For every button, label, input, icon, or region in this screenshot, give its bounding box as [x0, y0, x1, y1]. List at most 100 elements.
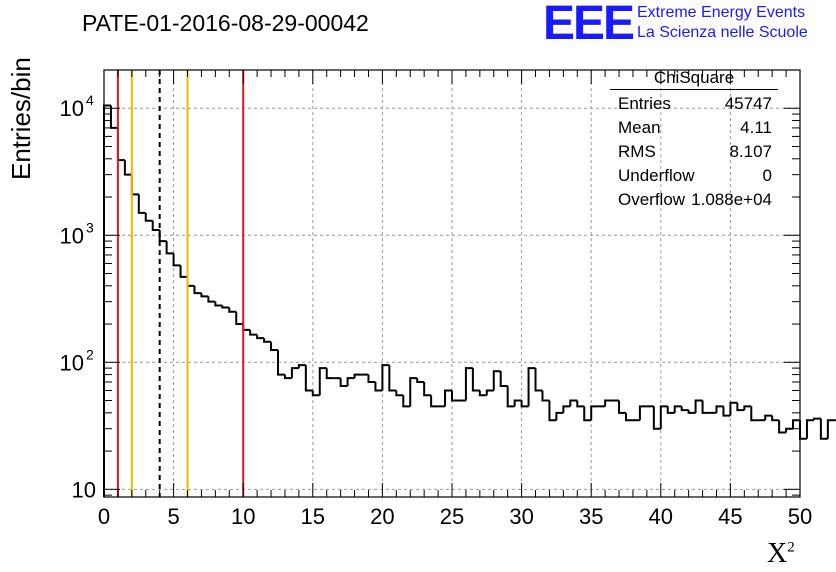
histogram-bin: [729, 401, 738, 416]
histogram-bin: [130, 174, 139, 196]
histogram-bin: [590, 405, 599, 421]
histogram-bin: [249, 329, 258, 336]
histogram-bin: [179, 265, 188, 278]
histogram-bin: [277, 349, 285, 376]
logo-line-1: Extreme Energy Events: [637, 4, 806, 21]
stats-value: 1.088e+04: [691, 190, 772, 209]
logo-line-2: La Scienza nelle Scuole: [637, 24, 808, 41]
stats-value: 45747: [724, 94, 772, 113]
histogram-bin: [694, 399, 703, 413]
y-tick-label: 10: [72, 477, 96, 502]
x-tick-label: 50: [788, 504, 812, 529]
histogram-bin: [701, 400, 710, 414]
histogram-bin: [423, 381, 432, 397]
histogram-bin: [464, 367, 473, 401]
y-tick-label: 10: [60, 350, 84, 375]
histogram-bin: [151, 220, 160, 232]
histogram-bin: [409, 377, 418, 407]
histogram-bin: [576, 400, 585, 408]
x-tick-label: 20: [370, 504, 394, 529]
histogram-bin: [214, 301, 223, 307]
histogram-bin: [116, 127, 125, 162]
histogram-bin: [562, 405, 571, 413]
histogram-bin: [193, 285, 202, 295]
histogram-bin: [346, 377, 355, 387]
histogram-bin: [290, 367, 299, 379]
histogram-bin: [311, 390, 320, 397]
axis-ticks: [103, 69, 801, 497]
histogram-bin: [625, 412, 633, 422]
stats-row-mean: Mean 4.11: [610, 117, 778, 141]
histogram-bin: [395, 390, 404, 397]
x-tick-label: 10: [231, 504, 255, 529]
histogram-bin: [270, 341, 278, 351]
histogram-bin: [771, 415, 780, 422]
histogram-bin: [325, 368, 334, 380]
histogram-bin: [444, 389, 452, 407]
histogram-bin: [541, 390, 550, 402]
eee-logo-mark: EEE: [543, 0, 635, 50]
histogram-bin: [256, 334, 265, 340]
histogram-bin: [499, 371, 508, 388]
x-tick-label: 30: [509, 504, 533, 529]
histogram-bin: [200, 293, 209, 298]
x-tick-label: 15: [301, 504, 325, 529]
histogram-bin: [297, 364, 306, 369]
stats-value: 4.11: [740, 118, 772, 137]
y-axis-label: Entries/bin: [6, 57, 36, 180]
stats-box: ChiSquare Entries 45747 Mean 4.11 RMS 8.…: [610, 68, 778, 213]
histogram-bin: [743, 405, 752, 411]
histogram-bin: [339, 378, 348, 388]
histogram-bin: [172, 253, 181, 267]
histogram-bin: [569, 399, 578, 407]
histogram-bin: [506, 386, 515, 408]
x-tick-label: 25: [440, 504, 464, 529]
stats-key: RMS: [618, 142, 656, 161]
histogram-bin: [263, 338, 272, 343]
histogram-bin: [353, 373, 362, 379]
x-tick-labels: 0 5 10 15 20 25 30 35 40 45 50: [98, 504, 812, 529]
stats-row-overflow: Overflow 1.088e+04: [610, 189, 778, 213]
x-tick-label: 5: [167, 504, 179, 529]
x-tick-label: 45: [718, 504, 742, 529]
histogram-bin: [318, 367, 327, 396]
stats-key: Underflow: [618, 166, 695, 185]
histogram-bin: [451, 390, 459, 402]
stats-key: Overflow: [618, 190, 686, 209]
stats-title: ChiSquare: [610, 68, 778, 90]
histogram-bin: [666, 406, 675, 414]
stats-row-underflow: Underflow 0: [610, 165, 778, 189]
histogram-bin: [283, 374, 292, 380]
histogram-bin: [478, 390, 487, 397]
histogram-bin: [381, 364, 390, 391]
histogram-bin: [826, 419, 835, 439]
x-axis-label-base: X: [767, 538, 788, 569]
histogram-bin: [687, 410, 696, 414]
histogram-bin: [137, 194, 146, 214]
histogram-bin: [715, 405, 724, 413]
histogram-bin: [374, 381, 383, 392]
histogram-bin: [221, 305, 230, 309]
stats-key: Mean: [618, 118, 661, 137]
histogram-bin: [242, 324, 251, 331]
histogram-bin: [109, 105, 118, 129]
cut-lines: [116, 70, 245, 497]
stats-value: 8.107: [729, 142, 772, 161]
stats-value: 0: [762, 166, 772, 185]
histogram-bin: [534, 368, 543, 392]
histogram-bin: [805, 419, 814, 439]
y-tick-exponent: 4: [86, 92, 94, 108]
histogram-bin: [430, 395, 439, 408]
histogram-bin: [583, 406, 592, 422]
histogram-bin: [764, 414, 773, 421]
histogram-bin: [548, 400, 557, 422]
histogram-bin: [520, 400, 529, 408]
histogram-bin: [555, 411, 564, 421]
histogram-bin: [618, 400, 626, 414]
x-tick-label: 40: [649, 504, 673, 529]
histogram-bin: [819, 418, 828, 440]
histogram-bin: [235, 311, 244, 326]
histogram-bin: [722, 406, 731, 417]
